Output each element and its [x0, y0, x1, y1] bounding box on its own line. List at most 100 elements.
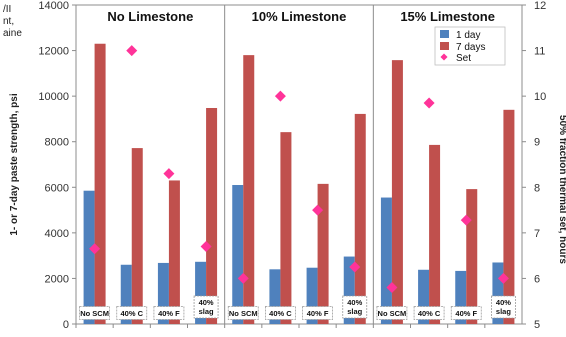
legend-swatch-1-day	[440, 30, 449, 38]
category-label-box	[265, 306, 296, 320]
category-label-box	[413, 306, 445, 320]
corner-fragment-1: /II	[3, 4, 11, 15]
category-label-box	[193, 295, 219, 319]
legend-swatch-7-days	[440, 42, 449, 50]
bar-7-days	[243, 55, 255, 324]
bar-7-days	[391, 60, 403, 325]
set-point	[460, 214, 472, 226]
y2-tick-label: 7	[534, 228, 540, 240]
bar-1-day	[83, 190, 95, 324]
category-label-box	[153, 306, 185, 320]
y2-axis-label: 50% fraction thermal set, hours	[557, 115, 566, 264]
panel-title: No Limestone	[107, 9, 193, 24]
category-label-box	[116, 306, 148, 320]
corner-fragment-3: aine	[3, 28, 22, 39]
y-tick-label: 2000	[45, 273, 69, 285]
category-label-box	[302, 306, 333, 320]
set-point	[349, 261, 361, 273]
category-label: 40% F	[153, 306, 185, 320]
y2-tick-label: 6	[534, 273, 540, 285]
y2-tick-label: 12	[534, 0, 546, 12]
legend-swatch-set	[440, 53, 448, 61]
bar-7-days	[94, 43, 106, 324]
bar-1-day	[195, 261, 207, 324]
set-point	[126, 45, 138, 57]
category-label: 40%slag	[342, 295, 368, 319]
y-tick-label: 10000	[38, 91, 69, 103]
bar-7-days	[503, 109, 515, 324]
category-label: 40% F	[450, 306, 482, 320]
category-label: 40% F	[302, 306, 333, 320]
y2-tick-label: 11	[534, 46, 545, 58]
bar-1-day	[269, 269, 281, 324]
bar-1-day	[157, 262, 169, 324]
bar-7-days	[131, 148, 143, 324]
y2-tick-label: 9	[534, 137, 540, 149]
set-point	[89, 243, 101, 255]
set-point	[274, 90, 286, 102]
category-label-text: 40% F	[307, 309, 329, 318]
legend-label-7-days: 7 days	[456, 42, 485, 53]
category-label-text: 40% C	[269, 309, 292, 318]
y-tick-label: 6000	[45, 182, 69, 194]
category-label: 40%slag	[193, 295, 219, 319]
y-axis-label: 1- or 7-day paste strength, psi	[9, 93, 20, 235]
category-label-text: slag	[496, 307, 511, 316]
bar-1-day	[306, 267, 318, 324]
category-label: No SCM	[376, 306, 408, 320]
category-label-text: 40% C	[120, 309, 143, 318]
category-label: 40% C	[116, 306, 148, 320]
set-point	[312, 204, 324, 216]
category-label: 40%slag	[491, 295, 516, 319]
bar-7-days	[206, 107, 218, 325]
bar-7-days	[317, 183, 329, 324]
y2-tick-label: 10	[534, 91, 546, 103]
category-label-box	[376, 306, 408, 320]
category-label: 40% C	[413, 306, 445, 320]
category-label: No SCM	[227, 306, 259, 320]
bar-7-days	[429, 144, 441, 324]
category-label-text: 40% F	[455, 309, 477, 318]
y-tick-label: 8000	[45, 137, 69, 149]
category-label-text: 40%	[496, 298, 511, 307]
legend-label-set: Set	[456, 53, 471, 64]
category-label: No SCM	[79, 306, 110, 320]
panel-title: 10% Limestone	[252, 9, 347, 24]
bar-1-day	[343, 256, 355, 324]
set-point	[237, 272, 249, 284]
bar-7-days	[168, 180, 180, 324]
set-point	[497, 272, 509, 284]
category-label-text: slag	[347, 307, 362, 316]
corner-fragment-2: nt,	[3, 16, 14, 27]
bar-1-day	[455, 270, 467, 324]
y2-tick-label: 5	[534, 319, 540, 331]
category-label-text: 40% F	[158, 309, 180, 318]
bar-7-days	[466, 189, 478, 324]
chart-marks: 0 2000 4000 6000 8000 10000 12000 14000 5 6 7 8 9 10 1…	[38, 0, 546, 331]
category-label-text: No SCM	[80, 309, 109, 318]
bar-1-day	[418, 269, 430, 324]
panel-title: 15% Limestone	[400, 9, 495, 24]
set-point	[423, 97, 435, 109]
bar-7-days	[354, 113, 366, 324]
legend: 1 day 7 days Set	[434, 26, 506, 66]
y-tick-label: 14000	[38, 0, 69, 12]
bar-1-day	[120, 264, 132, 324]
set-point	[163, 168, 175, 180]
category-label-text: No SCM	[378, 309, 407, 318]
category-label-box	[342, 295, 368, 319]
y-tick-label: 4000	[45, 228, 69, 240]
set-point	[200, 241, 212, 253]
bar-1-day	[492, 262, 504, 324]
legend-label-1-day: 1 day	[456, 30, 480, 41]
bar-1-day	[232, 185, 244, 324]
category-label: 40% C	[265, 306, 296, 320]
bar-1-day	[380, 197, 392, 324]
category-label-text: 40%	[199, 298, 214, 307]
category-label-box	[227, 306, 259, 320]
category-label-text: slag	[199, 307, 214, 316]
set-point	[386, 282, 398, 294]
y-tick-label: 12000	[38, 46, 69, 58]
category-label-box	[450, 306, 482, 320]
